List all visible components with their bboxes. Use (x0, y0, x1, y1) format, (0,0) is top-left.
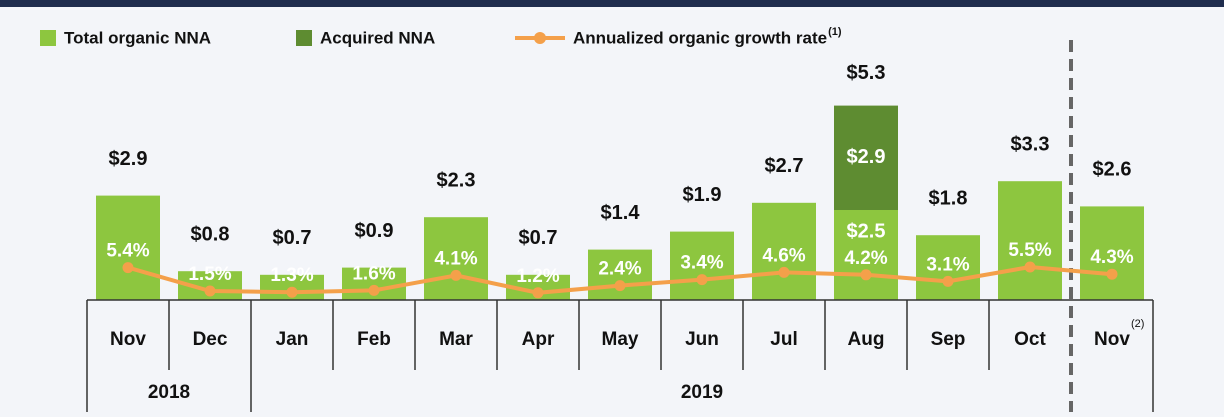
growth-label: 5.4% (106, 241, 149, 262)
bar (96, 195, 160, 300)
bar (1080, 206, 1144, 300)
bar-label: $3.3 (1011, 133, 1050, 155)
growth-point (122, 262, 134, 274)
growth-label: 3.1% (926, 254, 969, 275)
bar-label: $2.9 (847, 146, 886, 168)
bar-label: $2.9 (109, 148, 148, 170)
bar-label: $1.9 (683, 184, 722, 206)
legend-swatch (40, 30, 56, 46)
bar (916, 235, 980, 300)
growth-label: 4.6% (762, 245, 805, 266)
bar (752, 202, 816, 300)
legend-label: Annualized organic growth rate (573, 28, 827, 47)
growth-point (450, 269, 462, 281)
bar-label: $0.9 (355, 220, 394, 242)
bar-label: $2.3 (437, 169, 476, 191)
growth-label: 5.5% (1008, 240, 1051, 261)
growth-label: 4.3% (1090, 247, 1133, 268)
x-tick-label: Feb (357, 329, 391, 350)
legend-note: (1) (828, 26, 842, 38)
bar (588, 249, 652, 300)
year-label: 2018 (148, 382, 190, 403)
growth-label: 1.5% (188, 264, 231, 285)
bar-label: $0.8 (191, 223, 230, 245)
legend-swatch (296, 30, 312, 46)
total-label: $5.3 (847, 62, 886, 84)
legend-dot (534, 32, 546, 44)
legend-label: Acquired NNA (320, 28, 435, 47)
bar-label: $1.8 (929, 187, 968, 209)
bar-label: $2.5 (847, 220, 886, 242)
growth-point (1106, 268, 1118, 280)
x-tick-label: Dec (193, 329, 228, 350)
growth-label: 2.4% (598, 259, 641, 280)
bar-label: $0.7 (519, 227, 558, 249)
growth-point (778, 266, 790, 278)
growth-label: 1.3% (270, 265, 313, 286)
legend-label: Total organic NNA (64, 28, 211, 47)
x-tick-label: Mar (439, 329, 473, 350)
growth-point (1024, 261, 1036, 273)
bar-label: $1.4 (601, 202, 641, 224)
growth-label: 1.6% (352, 263, 395, 284)
bar (998, 181, 1062, 300)
growth-label: 1.2% (516, 266, 559, 287)
top-bar (0, 0, 1224, 7)
year-label: 2019 (681, 382, 723, 403)
x-tick-label: May (602, 329, 639, 350)
x-tick-label: Apr (522, 329, 555, 350)
bar (670, 231, 734, 300)
x-tick-label: Aug (848, 329, 885, 350)
growth-point (368, 284, 380, 296)
growth-point (204, 285, 216, 297)
x-tick-label: Sep (931, 329, 966, 350)
growth-point (942, 275, 954, 287)
x-tick-label: Jun (685, 329, 719, 350)
bar-label: $2.7 (765, 155, 804, 177)
growth-label: 4.1% (434, 248, 477, 269)
x-tick-label: Nov (110, 329, 146, 350)
growth-label: 3.4% (680, 253, 723, 274)
growth-point (286, 286, 298, 298)
bar (834, 105, 898, 210)
growth-point (532, 287, 544, 299)
bar (834, 210, 898, 300)
bar-label: $2.6 (1093, 159, 1132, 181)
growth-point (696, 274, 708, 286)
x-tick-label: Nov (1094, 329, 1130, 350)
bar (424, 217, 488, 300)
growth-label: 4.2% (844, 248, 887, 269)
growth-point (614, 280, 626, 292)
x-tick-note: (2) (1131, 318, 1144, 330)
bar-label: $0.7 (273, 227, 312, 249)
x-tick-label: Oct (1014, 329, 1046, 350)
x-tick-label: Jan (276, 329, 309, 350)
growth-point (860, 269, 872, 281)
x-tick-label: Jul (770, 329, 797, 350)
